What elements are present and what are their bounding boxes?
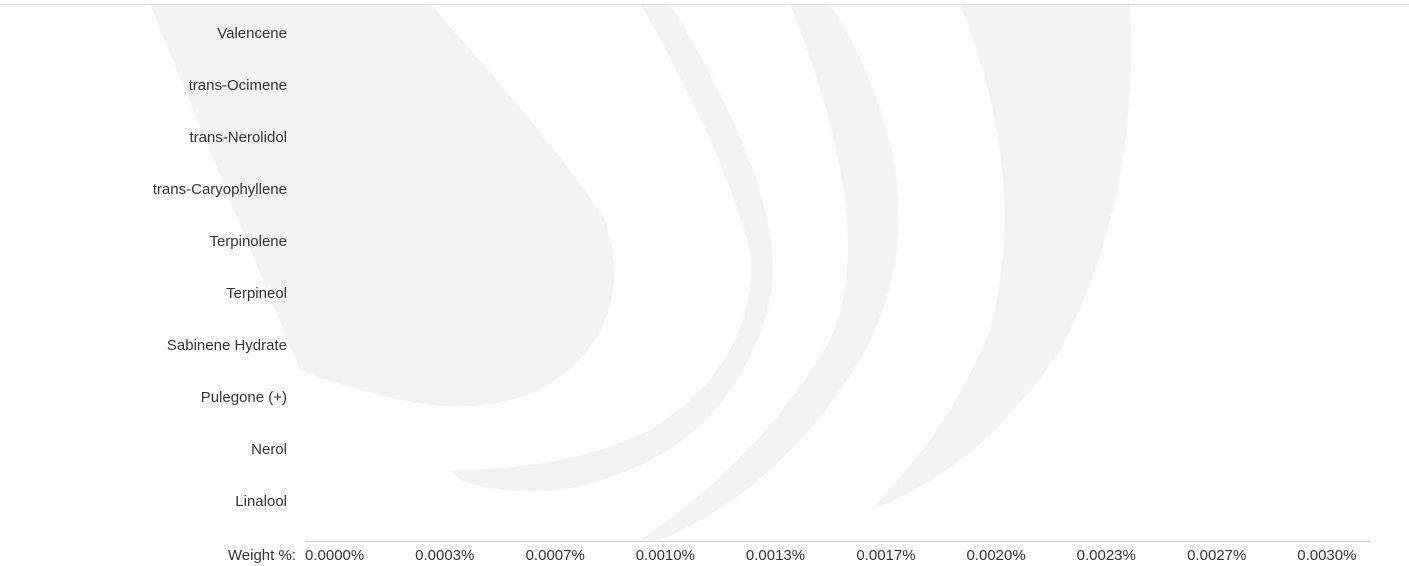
x-tick-label: 0.0013% <box>746 547 805 564</box>
x-tick-label: 0.0003% <box>415 547 474 564</box>
y-tick-label: Nerol <box>251 441 287 458</box>
x-tick-label: 0.0020% <box>966 547 1025 564</box>
x-tick-label: 0.0030% <box>1297 547 1356 564</box>
x-tick-label: 0.0007% <box>526 547 585 564</box>
chart: Weight %: 0.0000% 0.0003% 0.0007% 0.0010% 0.… <box>0 0 1409 566</box>
y-tick-label: Pulegone (+) <box>201 389 287 406</box>
y-tick-label: trans-Nerolidol <box>189 129 287 146</box>
y-tick-label: trans-Caryophyllene <box>153 181 287 198</box>
y-tick-label: Linalool <box>235 493 287 510</box>
x-tick-label: 0.0000% <box>305 547 364 564</box>
y-tick-label: trans-Ocimene <box>189 77 287 94</box>
x-tick-label: 0.0023% <box>1077 547 1136 564</box>
y-tick-label: Terpinolene <box>209 233 287 250</box>
page: {"chart_data": {"type": "hbar", "xlabel"… <box>0 0 1409 566</box>
y-tick-label: Valencene <box>217 25 287 42</box>
x-tick-label: 0.0010% <box>636 547 695 564</box>
x-tick-label: 0.0027% <box>1187 547 1246 564</box>
y-tick-label: Terpineol <box>226 285 287 302</box>
x-tick-label: 0.0017% <box>856 547 915 564</box>
watermark <box>150 4 1131 540</box>
x-axis-label: Weight %: <box>228 547 296 564</box>
y-tick-label: Sabinene Hydrate <box>167 337 287 354</box>
